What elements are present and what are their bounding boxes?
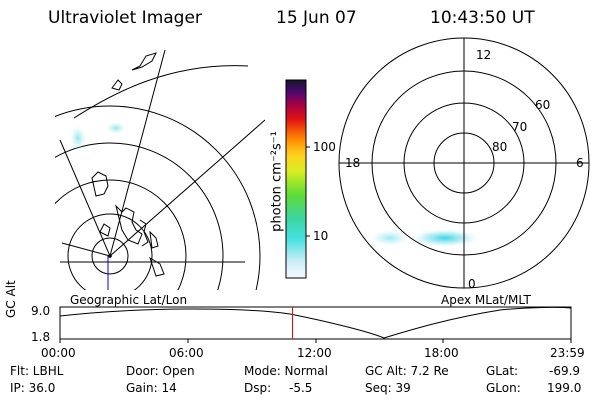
polar-lat-70: 70 <box>512 120 528 134</box>
polar-label-12: 12 <box>476 48 492 62</box>
polar-label-0: 0 <box>468 277 476 291</box>
date-label: 15 Jun 07 <box>276 8 357 28</box>
gc-alt-ymin: 1.8 <box>31 330 51 344</box>
app-title: Ultraviolet Imager <box>48 8 202 28</box>
timeline-tick-0000: 00:00 <box>41 346 76 360</box>
timeline-tick-2359: 23:59 <box>550 346 585 360</box>
left-map-caption: Geographic Lat/Lon <box>70 293 188 307</box>
right-map-caption: Apex MLat/MLT <box>441 293 531 307</box>
mode-info: Mode: Normal <box>244 364 328 378</box>
gain-info: Gain: 14 <box>126 381 177 395</box>
gc-alt-info: GC Alt: 7.2 Re <box>365 364 449 378</box>
door-info: Door: Open <box>126 364 195 378</box>
dsp-label: Dsp: <box>244 381 272 395</box>
colorbar-tick-100: 100 <box>313 140 336 154</box>
gc-alt-axis-label: GC Alt <box>4 280 18 318</box>
colorbar-tick-10: 10 <box>313 229 329 243</box>
glat-label: GLat: <box>486 364 519 378</box>
timeline-tick-1200: 12:00 <box>297 346 332 360</box>
seq-info: Seq: 39 <box>365 381 411 395</box>
dsp-value: -5.5 <box>289 381 313 395</box>
glon-value: 199.0 <box>547 381 582 395</box>
polar-lat-60: 60 <box>535 98 551 112</box>
glat-value: -69.9 <box>549 364 581 378</box>
polar-label-18: 18 <box>345 156 361 170</box>
timeline-tick-1800: 18:00 <box>424 346 459 360</box>
gc-alt-ymax: 9.0 <box>31 304 51 318</box>
ip-info: IP: 36.0 <box>10 381 56 395</box>
glon-label: GLon: <box>486 381 521 395</box>
filter-info: Flt: LBHL <box>10 364 64 378</box>
polar-label-6: 6 <box>576 156 584 170</box>
polar-lat-80: 80 <box>492 140 508 154</box>
timeline-tick-0600: 06:00 <box>169 346 204 360</box>
time-label: 10:43:50 UT <box>430 8 535 28</box>
gc-alt-curve <box>59 306 572 339</box>
